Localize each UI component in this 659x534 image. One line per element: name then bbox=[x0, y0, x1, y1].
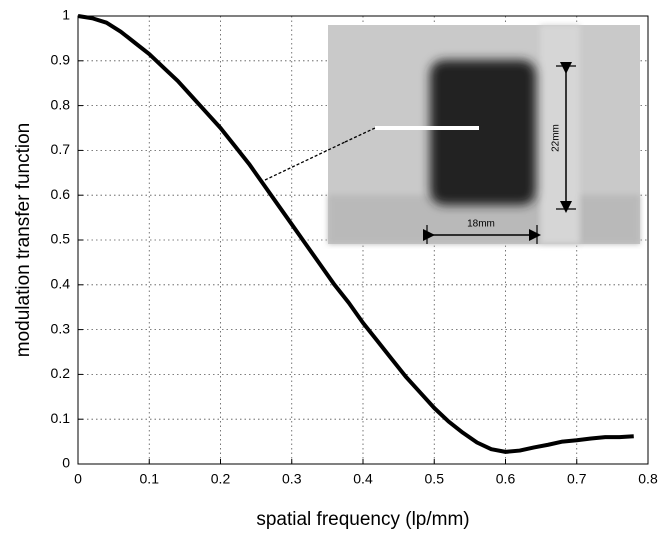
dark-square bbox=[430, 60, 536, 205]
x-tick-label: 0.7 bbox=[567, 471, 587, 487]
y-tick-label: 0.1 bbox=[51, 410, 71, 426]
x-tick-label: 0.2 bbox=[211, 471, 231, 487]
y-tick-label: 0.7 bbox=[51, 141, 71, 157]
x-tick-label: 0.3 bbox=[282, 471, 302, 487]
width-label: 18mm bbox=[467, 219, 495, 230]
x-tick-label: 0.6 bbox=[496, 471, 516, 487]
height-label: 22mm bbox=[551, 124, 562, 152]
mtf-curve bbox=[77, 14, 634, 454]
x-tick-label: 0.5 bbox=[425, 471, 445, 487]
y-tick-label: 0.5 bbox=[51, 231, 71, 247]
x-axis-label: spatial frequency (lp/mm) bbox=[256, 509, 469, 530]
y-tick-label: 0.3 bbox=[51, 320, 71, 336]
y-tick-label: 1 bbox=[62, 7, 70, 23]
connector bbox=[344, 127, 376, 143]
x-tick-label: 0.8 bbox=[638, 471, 658, 487]
y-tick-label: 0.6 bbox=[51, 186, 71, 202]
x-tick-label: 0.1 bbox=[140, 471, 160, 487]
y-tick-label: 0 bbox=[62, 455, 70, 471]
x-tick-label: 0 bbox=[74, 471, 82, 487]
y-tick-label: 0.4 bbox=[51, 276, 71, 292]
y-axis-label: modulation transfer function bbox=[13, 123, 34, 357]
y-tick-label: 0.8 bbox=[51, 96, 71, 112]
x-tick-label: 0.4 bbox=[353, 471, 373, 487]
y-tick-label: 0.9 bbox=[51, 52, 71, 68]
y-tick-label: 0.2 bbox=[51, 365, 71, 381]
inset-image: 22mm 18mm bbox=[328, 25, 640, 244]
